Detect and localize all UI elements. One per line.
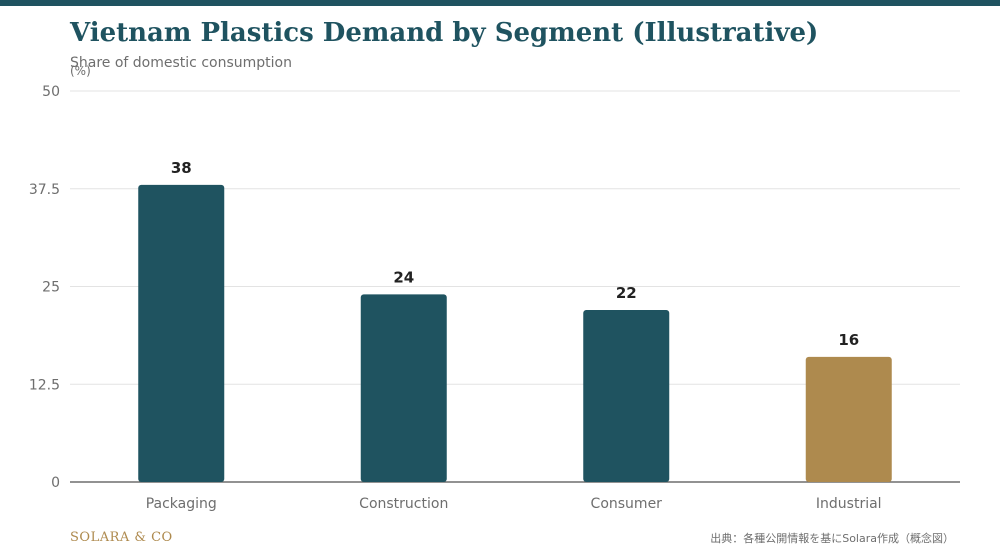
y-tick-label: 50	[42, 84, 60, 100]
y-tick-label: 37.5	[29, 182, 60, 198]
y-tick-label: 12.5	[29, 377, 60, 393]
y-tick-label: 25	[42, 280, 60, 296]
bar	[360, 294, 447, 482]
data-label: 16	[838, 331, 859, 349]
y-tick-label: 0	[51, 475, 60, 491]
y-axis-unit: (%)	[70, 64, 91, 78]
brand-logo-text: SOLARA & CO	[70, 530, 173, 545]
data-label: 24	[393, 268, 414, 286]
source-note: 出典：各種公開情報を基にSolara作成（概念図）	[710, 532, 954, 545]
x-tick-label: Packaging	[146, 496, 217, 512]
x-tick-label: Consumer	[591, 496, 663, 512]
chart-title: Vietnam Plastics Demand by Segment (Illu…	[70, 18, 819, 48]
top-accent-bar	[0, 0, 1000, 6]
x-tick-label: Construction	[359, 496, 448, 512]
data-label: 22	[616, 284, 637, 302]
bar	[138, 184, 225, 482]
chart-subtitle: Share of domestic consumption	[70, 55, 292, 71]
data-label: 38	[171, 159, 192, 177]
bar	[805, 356, 892, 482]
x-tick-label: Industrial	[816, 496, 882, 512]
bar	[583, 309, 670, 482]
